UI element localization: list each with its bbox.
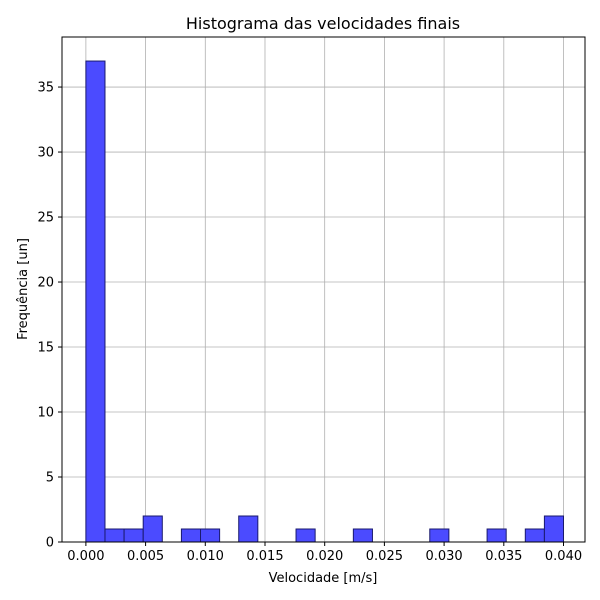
y-tick-label: 25 [37,211,54,226]
x-axis-ticks: 0.000 0.005 0.010 0.015 0.020 0.025 0.030 0.035… [67,542,582,564]
y-tick-label: 30 [37,146,54,161]
x-tick-label: 0.025 [366,549,403,564]
x-axis-label: Velocidade [m/s] [269,571,378,586]
histogram-bar [104,528,125,543]
histogram-bar [123,528,144,543]
y-tick-label: 5 [46,471,54,486]
histogram-bar [295,528,316,543]
x-tick-label: 0.030 [425,549,462,564]
grid-lines [62,37,585,543]
histogram-bar [180,528,202,543]
histogram-bar [543,515,565,543]
y-tick-label: 10 [37,406,54,421]
x-tick-label: 0.040 [545,549,582,564]
x-tick-label: 0.010 [187,549,224,564]
y-tick-label: 35 [37,81,54,96]
histogram-bar [142,515,163,543]
y-axis-ticks: 0 5 10 15 20 25 30 35 [37,81,62,551]
chart-title: Histograma das velocidades finais [186,14,460,33]
histogram-bar [238,515,259,543]
x-tick-label: 0.035 [485,549,522,564]
y-tick-label: 0 [46,536,54,551]
x-tick-label: 0.000 [67,549,104,564]
y-axis-label: Frequência [un] [16,238,31,340]
x-tick-label: 0.020 [306,549,343,564]
histogram-bar [352,528,373,543]
y-tick-label: 15 [37,341,54,356]
histogram-bar [524,528,545,543]
x-tick-label: 0.015 [246,549,283,564]
histogram-bar [200,528,221,543]
histogram-bar [486,528,507,543]
y-tick-label: 20 [37,276,54,291]
histogram-bar [429,528,450,543]
histogram-bar [85,60,106,543]
x-tick-label: 0.005 [127,549,164,564]
plot-frame [61,36,586,543]
